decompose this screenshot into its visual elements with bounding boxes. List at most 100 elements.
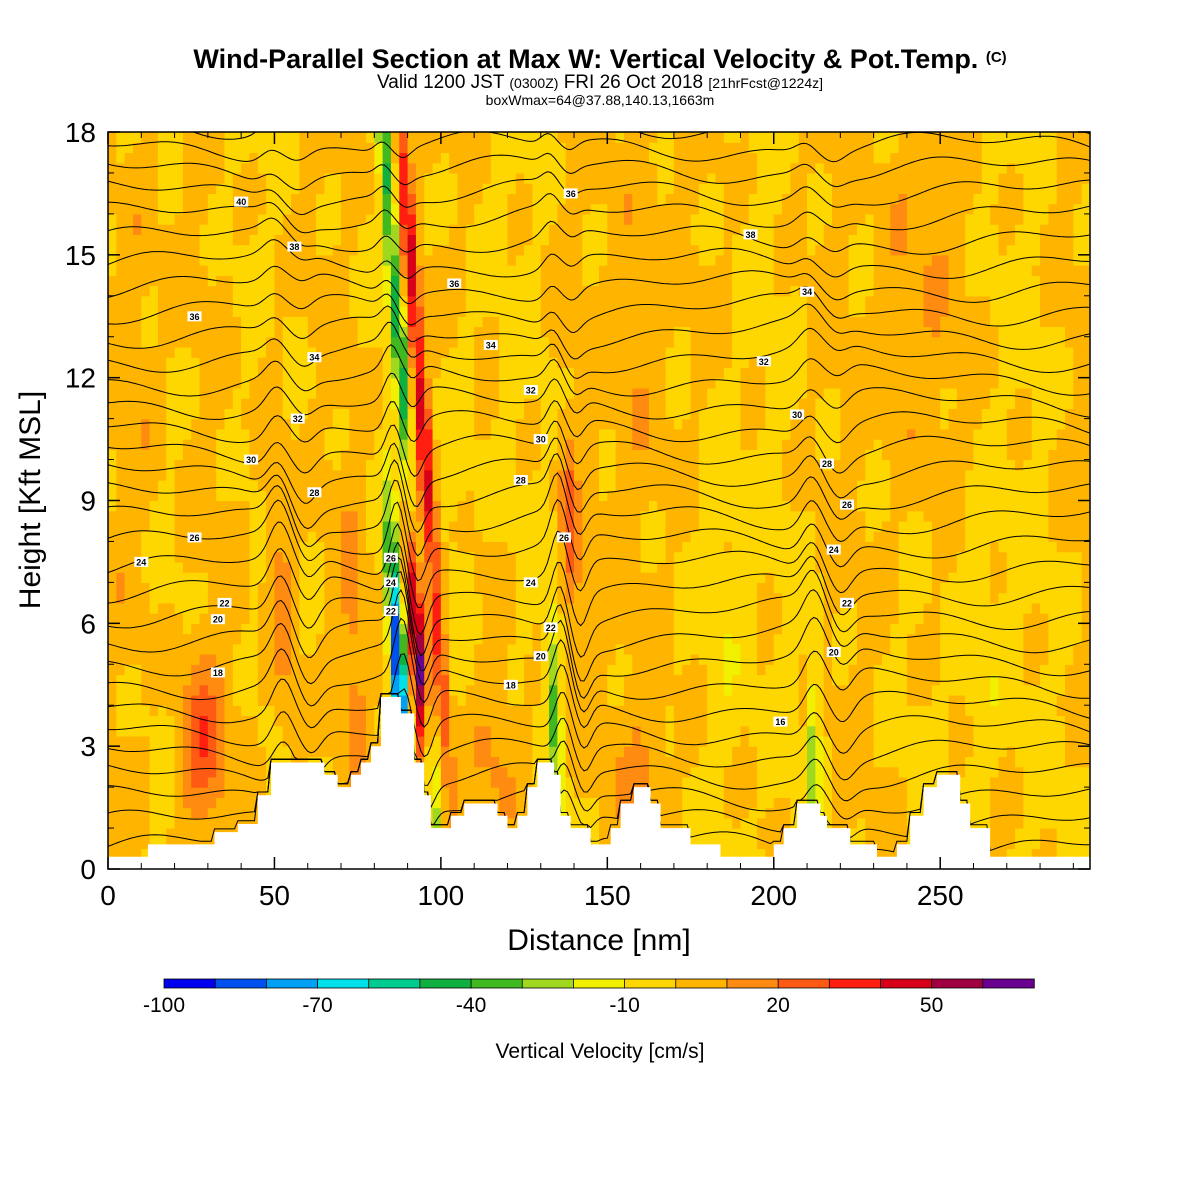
field-cell: [582, 735, 592, 747]
field-cell: [199, 582, 209, 594]
field-cell: [182, 224, 192, 235]
field-cell: [657, 203, 667, 215]
field-cell: [665, 449, 675, 461]
field-cell: [141, 316, 151, 328]
field-cell: [507, 694, 517, 706]
field-cell: [199, 531, 209, 543]
field-cell: [166, 500, 176, 512]
field-cell: [124, 572, 134, 583]
field-cell: [415, 316, 425, 328]
field-cell: [432, 336, 442, 348]
field-cell: [574, 275, 583, 287]
field-cell: [316, 602, 325, 614]
field-cell: [116, 398, 126, 409]
field-cell: [282, 183, 292, 195]
field-cell: [116, 428, 126, 440]
field-cell: [257, 551, 267, 563]
field-cell: [324, 418, 334, 430]
field-cell: [574, 377, 583, 389]
field-cell: [365, 561, 375, 573]
field-cell: [390, 265, 400, 276]
field-cell: [132, 224, 142, 235]
field-cell: [607, 254, 617, 266]
field-cell: [415, 295, 425, 307]
field-cell: [432, 295, 442, 307]
field-cell: [157, 838, 167, 850]
field-cell: [665, 152, 675, 164]
field-cell: [282, 725, 292, 737]
field-cell: [557, 398, 567, 409]
field-cell: [307, 203, 317, 215]
field-cell: [307, 684, 317, 696]
field-cell: [482, 623, 492, 635]
field-cell: [574, 295, 583, 307]
field-cell: [157, 715, 167, 727]
field-cell: [108, 490, 117, 502]
field-cell: [249, 132, 259, 143]
field-cell: [557, 408, 567, 420]
field-cell: [399, 531, 409, 543]
field-cell: [532, 541, 542, 553]
field-cell: [207, 520, 217, 532]
field-cell: [490, 561, 500, 573]
field-cell: [457, 541, 467, 553]
field-cell: [582, 500, 592, 512]
field-cell: [490, 715, 500, 727]
field-cell: [607, 162, 617, 174]
field-cell: [665, 807, 675, 819]
field-cell: [216, 551, 226, 563]
field-cell: [116, 377, 126, 389]
field-cell: [249, 398, 259, 409]
field-cell: [507, 643, 517, 655]
field-cell: [249, 295, 259, 307]
field-cell: [607, 377, 617, 389]
field-cell: [299, 572, 309, 583]
field-cell: [557, 541, 567, 553]
field-cell: [540, 500, 550, 512]
field-cell: [132, 592, 142, 604]
field-cell: [440, 490, 450, 502]
field-cell: [673, 428, 683, 440]
field-cell: [665, 418, 675, 430]
field-cell: [582, 183, 592, 195]
field-cell: [440, 582, 450, 594]
field-cell: [582, 275, 592, 287]
field-cell: [365, 715, 375, 727]
field-cell: [257, 500, 267, 512]
field-cell: [307, 418, 317, 430]
field-cell: [324, 705, 334, 717]
field-cell: [390, 674, 400, 686]
field-cell: [673, 306, 683, 317]
field-cell: [349, 285, 359, 297]
field-cell: [324, 694, 334, 706]
field-cell: [640, 613, 650, 624]
field-cell: [499, 193, 509, 205]
field-cell: [590, 582, 600, 594]
field-cell: [274, 428, 284, 440]
field-cell: [549, 213, 558, 225]
field-cell: [590, 428, 600, 440]
field-cell: [432, 193, 442, 205]
field-cell: [357, 306, 367, 317]
field-cell: [249, 541, 259, 553]
field-cell: [182, 316, 192, 328]
field-cell: [349, 162, 359, 174]
field-cell: [307, 602, 317, 614]
field-cell: [557, 418, 567, 430]
field-cell: [166, 705, 176, 717]
field-cell: [291, 572, 300, 583]
field-cell: [216, 132, 226, 143]
field-cell: [390, 623, 400, 635]
field-cell: [307, 408, 317, 420]
field-cell: [657, 715, 667, 727]
field-cell: [199, 377, 209, 389]
field-cell: [141, 244, 151, 256]
field-cell: [365, 684, 375, 696]
field-cell: [257, 183, 267, 195]
field-cell: [216, 715, 226, 727]
field-cell: [607, 428, 617, 440]
field-cell: [682, 787, 692, 798]
field-cell: [615, 643, 625, 655]
field-cell: [432, 244, 442, 256]
field-cell: [682, 817, 692, 829]
